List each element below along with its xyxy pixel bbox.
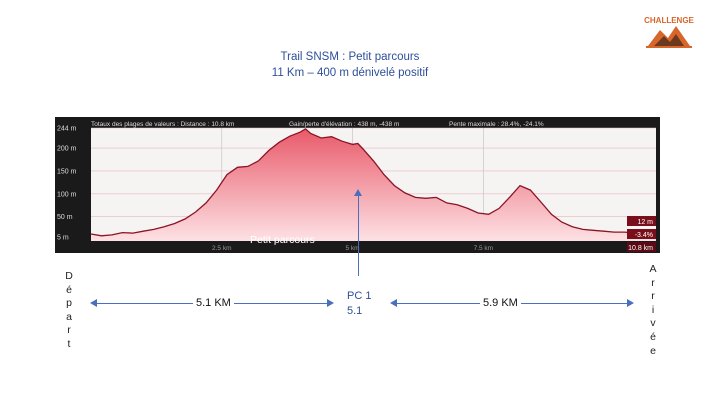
y-tick-label: 100 m bbox=[57, 191, 77, 198]
vertical-letter: e bbox=[650, 344, 656, 357]
vertical-letter: v bbox=[650, 317, 656, 330]
svg-text:-3.4%: -3.4% bbox=[635, 232, 653, 239]
x-axis: 2.5 km 5 km 7.5 km bbox=[212, 245, 493, 252]
right-tag: -3.4% bbox=[627, 229, 656, 239]
checkpoint-line bbox=[358, 193, 359, 276]
svg-text:10.8 km: 10.8 km bbox=[628, 245, 653, 252]
stats-totals: Totaux des plages de valeurs : Distance … bbox=[91, 121, 234, 128]
vertical-letter: p bbox=[66, 297, 72, 310]
checkpoint-arrow-icon bbox=[354, 189, 362, 196]
challenge-logo: CHALLENGE bbox=[640, 16, 698, 52]
x-tick-label: 7.5 km bbox=[474, 245, 494, 252]
y-tick-label: 150 m bbox=[57, 168, 77, 175]
vertical-letter: t bbox=[67, 337, 71, 350]
vertical-letter: r bbox=[651, 276, 655, 289]
series-label: Petit parcours bbox=[250, 234, 315, 246]
segment1-right-arrow-icon bbox=[327, 299, 334, 307]
vertical-letter: é bbox=[66, 283, 72, 296]
vertical-letter: é bbox=[650, 330, 656, 343]
elevation-area bbox=[91, 128, 656, 241]
segment2-left-arrow-icon bbox=[390, 299, 397, 307]
y-tick-label: 244 m bbox=[57, 126, 77, 133]
segment2-label: 5.9 KM bbox=[480, 297, 521, 309]
mountain-logo-icon bbox=[646, 26, 692, 48]
logo-text: CHALLENGE bbox=[644, 16, 694, 25]
checkpoint-name: PC 1 bbox=[347, 290, 372, 302]
right-tag: 10.8 km bbox=[627, 242, 656, 252]
vertical-letter: D bbox=[65, 270, 73, 282]
checkpoint-km: 5.1 bbox=[347, 305, 363, 317]
y-tick-label: 5 m bbox=[57, 235, 69, 242]
x-tick-label: 2.5 km bbox=[212, 245, 232, 252]
elevation-chart: Totaux des plages de valeurs : Distance … bbox=[55, 117, 660, 253]
vertical-letter: r bbox=[651, 290, 655, 303]
vertical-letter: a bbox=[66, 310, 72, 323]
chart-subtitle: 11 Km – 400 m dénivelé positif bbox=[271, 67, 429, 79]
segment1-left-arrow-icon bbox=[90, 299, 97, 307]
elevation-line bbox=[90, 128, 657, 237]
right-tag: 12 m bbox=[627, 216, 656, 226]
svg-text:12 m: 12 m bbox=[637, 219, 653, 226]
y-axis: 244 m 200 m 150 m 100 m 50 m 5 m bbox=[57, 126, 77, 242]
vertical-letter: i bbox=[651, 303, 655, 316]
stats-slope: Pente maximale : 28.4%, -24.1% bbox=[449, 121, 544, 128]
vertical-letter: A bbox=[649, 263, 657, 275]
segment2-right-arrow-icon bbox=[627, 299, 634, 307]
chart-title: Trail SNSM : Petit parcours bbox=[280, 51, 420, 63]
right-tags: 12 m -3.4% 10.8 km bbox=[627, 216, 656, 252]
y-tick-label: 200 m bbox=[57, 146, 77, 153]
x-tick-label: 5 km bbox=[346, 245, 360, 252]
y-tick-label: 50 m bbox=[57, 214, 73, 221]
stats-gain: Gain/perte d'élévation : 438 m, -438 m bbox=[289, 121, 399, 128]
vertical-letter: r bbox=[67, 324, 71, 337]
segment1-label: 5.1 KM bbox=[193, 297, 234, 309]
